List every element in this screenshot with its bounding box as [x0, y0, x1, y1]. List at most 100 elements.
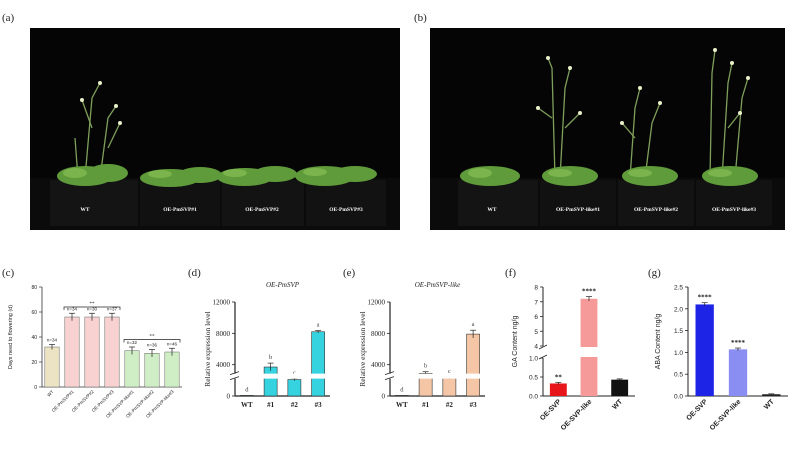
y-tick-label-6: 7: [534, 299, 538, 306]
x-tick-label-0: OE-SVP: [539, 398, 563, 422]
x-tick-label-2: WT: [611, 398, 624, 411]
sig-letter-0: d: [245, 386, 249, 393]
y-tick-label-2: 1.0: [529, 356, 538, 363]
photo-a-label-3: OE-PmSVP#3: [329, 207, 363, 213]
axis-break-mark-b: [229, 376, 240, 381]
y-axis-label: Relative expression level: [203, 311, 212, 386]
y-tick-label-0: 0: [34, 385, 37, 391]
bar-5: [144, 353, 160, 388]
chart-g: 0.0 0.5 1.0 1.5 2.0 2.5 ABA Content ng/g **** OE…: [648, 272, 798, 472]
x-tick-label-3: #3: [470, 401, 478, 409]
bar-1: [64, 316, 80, 388]
n-label-4: n=32: [127, 340, 138, 345]
chart-f-svg: 0.0 0.5 1.0 4 5 6 7 8 GA Content ng/g ** OE-SVP ***…: [512, 285, 635, 432]
sig-letter-2: c: [448, 368, 451, 375]
panel-label-a: (a): [2, 12, 15, 24]
sig-mark-0: ****: [698, 294, 713, 302]
n-label-1: n=34: [67, 306, 78, 311]
sig-bracket-0: [63, 306, 121, 310]
y-tick-label-3: 4: [534, 344, 538, 351]
n-label-6: n=46: [167, 341, 178, 346]
x-tick-label-2: #2: [291, 401, 299, 409]
axis-break-band: [231, 373, 330, 379]
y-axis-label: ABA Content ng/g: [655, 314, 662, 370]
bar-3: [311, 331, 325, 397]
x-tick-label-1: OE-SVP-like: [560, 398, 594, 432]
bar-2: [611, 379, 629, 396]
photo-a-label-2: OE-PmSVP#2: [245, 207, 279, 213]
panel-label-f: (f): [505, 267, 516, 279]
plant-photo-a-art: WT OE-PmSVP#1 OE-PmSVP#2 OE-PmSVP#3: [30, 81, 400, 230]
y-tick-label-0: 0: [227, 393, 231, 401]
panel-label-e: (e): [343, 267, 356, 279]
y-tick-label-3: 12000: [213, 299, 231, 307]
bar-0: [549, 383, 567, 396]
y-tick-label-2: 1.0: [674, 350, 683, 357]
bar-0: [44, 346, 60, 388]
x-tick-label-0: OE-SVP: [685, 398, 709, 422]
sig-mark-1: ****: [731, 339, 746, 347]
photo-b-label-3: OE-PmSVP-like#3: [712, 207, 756, 213]
chart-e: OE-PmSVP-like 0 4000 8000 12000 Relative expr…: [345, 272, 495, 472]
bar-2: [762, 394, 781, 396]
chart-c: 0 20 40 60 80 Days need to flowering (d) n=34 W…: [0, 272, 190, 472]
photo-b-label-wt: WT: [487, 207, 497, 213]
bar-3: [104, 316, 120, 388]
bar-1: [728, 349, 748, 396]
y-tick-label-1: 20: [31, 360, 37, 366]
y-tick-label-4: 80: [31, 285, 37, 291]
photo-b-label-1: OE-PmSVP-like#1: [556, 207, 600, 213]
photo-b-label-2: OE-PmSVP-like#2: [634, 207, 678, 213]
panel-label-g: (g): [648, 267, 661, 279]
chart-title: OE-PmSVP: [266, 281, 300, 289]
bar-1: [263, 366, 278, 397]
y-tick-label-3: 1.5: [674, 328, 683, 335]
sig-mark-0: **: [90, 302, 96, 307]
plant-photo-a: WT OE-PmSVP#1 OE-PmSVP#2 OE-PmSVP#3: [30, 28, 400, 230]
bar-0: [395, 395, 409, 397]
y-tick-label-1: 4000: [371, 361, 386, 369]
bar-2: [84, 316, 100, 388]
y-tick-label-1: 0.5: [674, 372, 683, 379]
sig-mark-1: ****: [582, 288, 597, 296]
photo-a-label-wt: WT: [80, 207, 90, 213]
y-tick-label-2: 8000: [216, 330, 231, 338]
x-tick-label-1: #1: [422, 401, 430, 409]
sig-letter-2: c: [293, 369, 296, 376]
n-label-2: n=30: [87, 306, 98, 311]
sig-bracket-1: [123, 339, 181, 343]
bar-0: [240, 395, 254, 397]
y-tick-label-0: 0.0: [529, 394, 538, 401]
chart-d: OE-PmSVP 0 4000 8000 12000 Relative expressio…: [190, 272, 340, 472]
sig-letter-0: d: [400, 386, 404, 393]
bar-2: [287, 379, 302, 397]
x-tick-label-1: #1: [267, 401, 275, 409]
bar-3: [466, 333, 480, 397]
chart-title: OE-PmSVP-like: [415, 281, 460, 289]
sig-letter-1: b: [269, 354, 272, 361]
y-axis-label: Relative expression level: [358, 311, 367, 386]
panel-label-b: (b): [414, 12, 427, 24]
n-label-0: n=34: [47, 338, 58, 343]
bar-4: [124, 350, 140, 388]
sig-mark-1: **: [150, 335, 156, 340]
chart-f: 0.0 0.5 1.0 4 5 6 7 8 GA Content ng/g ** OE-SVP ***…: [505, 272, 645, 472]
x-tick-label-2: WT: [763, 398, 776, 411]
x-tick-label-1: OE-SVP-like: [709, 398, 743, 432]
y-tick-label-4: 2.0: [674, 306, 683, 313]
y-tick-label-0: 0.0: [674, 394, 683, 401]
axis-break-band: [539, 347, 635, 357]
x-tick-label-3: #3: [315, 401, 323, 409]
y-tick-label-0: 0: [382, 393, 386, 401]
x-tick-label-0: WT: [396, 401, 408, 409]
y-tick-label-4: 5: [534, 329, 538, 336]
y-tick-label-3: 60: [31, 310, 37, 316]
y-tick-label-3: 12000: [368, 299, 386, 307]
x-tick-label-2: #2: [446, 401, 454, 409]
y-tick-label-1: 4000: [216, 361, 231, 369]
bar-2: [442, 377, 457, 397]
y-tick-label-5: 6: [534, 314, 538, 321]
y-tick-label-2: 40: [31, 335, 37, 341]
